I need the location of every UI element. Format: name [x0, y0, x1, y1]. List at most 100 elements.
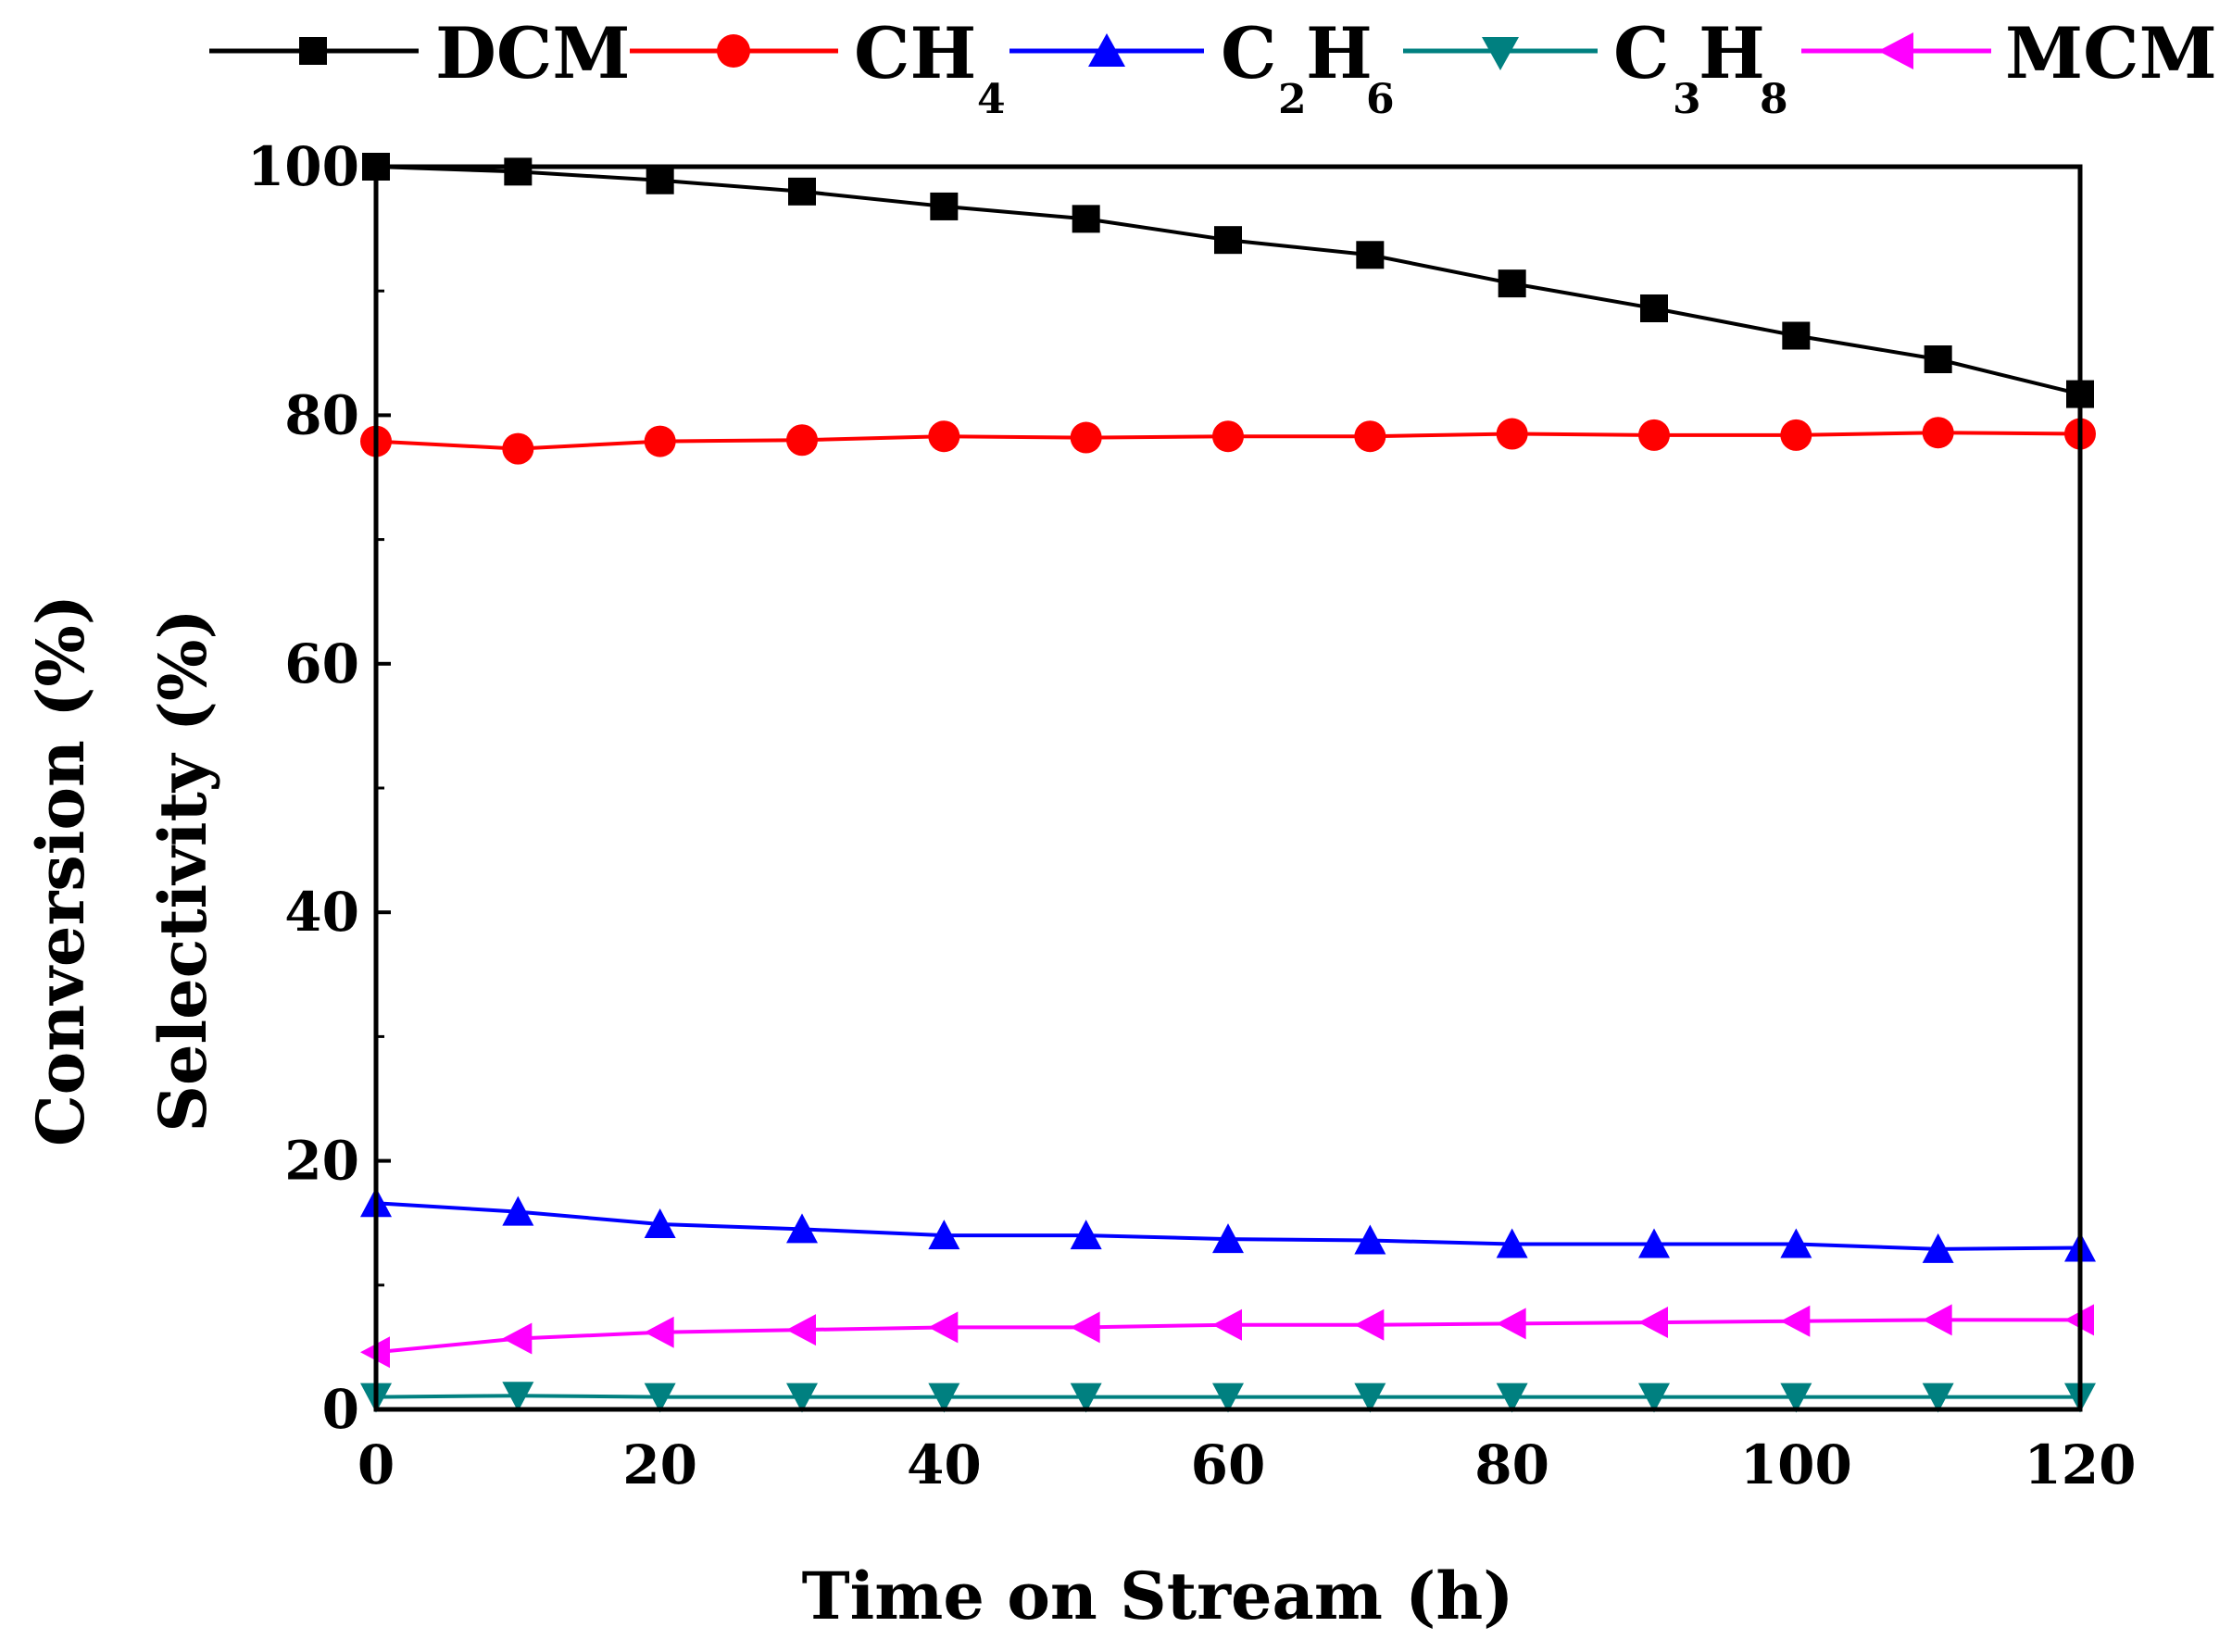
- data-point-c2h6: [1070, 1220, 1102, 1250]
- x-axis-title: Time on Stream (h): [802, 1558, 1514, 1634]
- data-point-mcm: [1780, 1305, 1811, 1337]
- legend-label-dcm: DCM: [435, 12, 631, 94]
- legend-marker-c3h8: [1482, 37, 1519, 70]
- data-point-ch4: [1354, 420, 1386, 453]
- legend-label-c3h8-h: H: [1699, 12, 1765, 94]
- x-tick-label: 20: [622, 1433, 697, 1496]
- data-point-mcm: [928, 1311, 959, 1344]
- legend-label-c2h6-c: C: [1221, 12, 1277, 94]
- data-point-c3h8: [928, 1383, 960, 1413]
- data-point-dcm: [646, 166, 674, 194]
- legend-sub-ch4: 4: [977, 76, 1006, 123]
- data-point-c2h6: [644, 1208, 676, 1239]
- data-point-ch4: [928, 420, 960, 453]
- data-point-c3h8: [1496, 1383, 1528, 1413]
- legend-marker-c2h6: [1088, 33, 1125, 67]
- data-point-c3h8: [1212, 1383, 1244, 1413]
- data-point-mcm: [1638, 1307, 1668, 1339]
- legend-entry-c3h8: C 3 H 8: [1403, 12, 1788, 123]
- series-c2h6: [360, 1187, 2096, 1263]
- data-point-c3h8: [1780, 1383, 1812, 1413]
- data-point-mcm: [1496, 1308, 1526, 1340]
- data-point-c3h8: [502, 1382, 534, 1412]
- y-tick-label: 80: [284, 383, 359, 446]
- x-tick-label: 0: [357, 1433, 395, 1496]
- data-point-ch4: [1070, 421, 1102, 454]
- data-point-c3h8: [786, 1383, 818, 1413]
- data-point-dcm: [1072, 205, 1100, 233]
- legend-label-c3h8-c: C: [1613, 12, 1670, 94]
- data-point-c3h8: [1638, 1383, 1670, 1413]
- data-point-dcm: [1782, 321, 1811, 350]
- data-point-mcm: [1212, 1308, 1242, 1341]
- y-axis-title-selectivity: Selectivity (%): [144, 608, 221, 1132]
- data-point-c2h6: [786, 1213, 818, 1244]
- legend-marker-dcm: [299, 37, 327, 65]
- data-point-c2h6: [502, 1195, 534, 1226]
- data-point-mcm: [786, 1314, 816, 1346]
- data-point-c2h6: [1496, 1228, 1528, 1258]
- series-layer: [360, 153, 2096, 1413]
- series-mcm: [360, 1304, 2094, 1369]
- data-point-mcm: [1922, 1304, 1952, 1336]
- data-point-mcm: [1070, 1311, 1100, 1344]
- y-tick-label: 40: [284, 881, 359, 944]
- data-point-dcm: [930, 192, 959, 220]
- data-point-c2h6: [1354, 1224, 1386, 1255]
- data-point-ch4: [502, 432, 534, 465]
- legend-sub-c2h6-2: 6: [1366, 76, 1395, 123]
- x-tick-label: 60: [1191, 1433, 1266, 1496]
- legend-label-c2h6-h: H: [1306, 12, 1373, 94]
- x-tick-label: 40: [907, 1433, 982, 1496]
- data-point-c3h8: [1922, 1383, 1954, 1413]
- data-point-dcm: [1214, 226, 1242, 255]
- legend: DCM CH 4 C 2 H 6 C 3 H 8 MCM: [209, 12, 2217, 123]
- y-tick-label: 0: [322, 1378, 359, 1441]
- y-axis-title-conversion: Conversion (%): [22, 594, 99, 1146]
- legend-label-mcm: MCM: [2005, 12, 2217, 94]
- data-point-c2h6: [1922, 1233, 1954, 1263]
- y-tick-label: 60: [284, 632, 359, 695]
- data-point-ch4: [786, 424, 818, 457]
- data-point-ch4: [644, 425, 676, 457]
- x-tick-label: 120: [2024, 1433, 2136, 1496]
- legend-entry-mcm: MCM: [1801, 12, 2217, 94]
- data-point-c2h6: [1212, 1223, 1244, 1254]
- data-point-ch4: [1638, 419, 1670, 451]
- legend-label-ch4: CH: [854, 12, 976, 94]
- data-point-ch4: [1212, 420, 1244, 453]
- data-point-mcm: [502, 1322, 533, 1355]
- series-ch4: [360, 417, 2096, 465]
- data-point-dcm: [1640, 294, 1668, 322]
- legend-sub-c3h8-1: 3: [1673, 76, 1701, 123]
- data-point-c3h8: [1354, 1383, 1386, 1413]
- data-point-ch4: [1780, 419, 1812, 451]
- x-tick-label: 80: [1474, 1433, 1549, 1496]
- legend-entry-ch4: CH 4: [630, 12, 1006, 123]
- series-line-dcm: [375, 165, 2081, 396]
- data-point-c2h6: [928, 1220, 960, 1250]
- y-tick-label: 100: [247, 135, 359, 198]
- data-point-c3h8: [644, 1383, 676, 1413]
- data-point-ch4: [1922, 417, 1954, 449]
- series-dcm: [362, 153, 2094, 408]
- series-c3h8: [360, 1382, 2096, 1413]
- data-point-dcm: [1924, 345, 1952, 374]
- legend-marker-mcm: [1878, 32, 1913, 69]
- data-point-dcm: [1356, 241, 1385, 269]
- data-point-ch4: [1496, 418, 1528, 450]
- legend-marker-ch4: [717, 34, 750, 68]
- axes: 0 20 40 60 80 100 120 0 20 40 60 80 100: [247, 135, 2137, 1496]
- data-point-c2h6: [1638, 1228, 1670, 1258]
- data-point-dcm: [788, 177, 816, 206]
- legend-sub-c2h6-1: 2: [1278, 76, 1307, 123]
- data-point-mcm: [1354, 1308, 1385, 1341]
- y-tick-label: 20: [284, 1130, 359, 1193]
- data-point-mcm: [644, 1316, 674, 1348]
- plot-frame: [373, 164, 2083, 1412]
- data-point-c2h6: [1780, 1228, 1812, 1258]
- data-point-c3h8: [1070, 1383, 1102, 1413]
- legend-entry-c2h6: C 2 H 6: [1009, 12, 1395, 123]
- legend-entry-dcm: DCM: [209, 12, 631, 94]
